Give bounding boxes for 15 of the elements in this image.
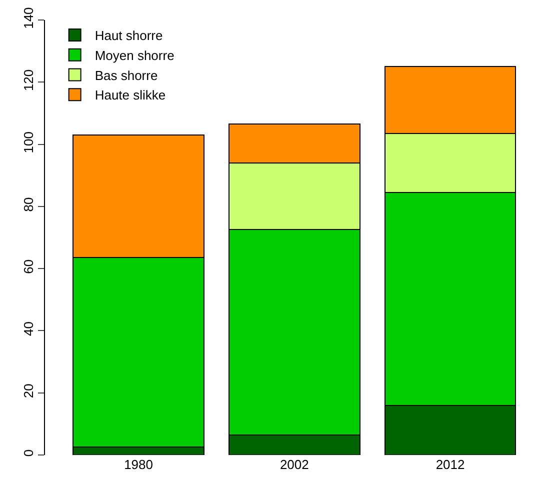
x-tick-label: 2002 (280, 457, 309, 472)
x-tick-label: 2012 (436, 457, 465, 472)
y-tick-label: 140 (20, 7, 36, 29)
y-tick-label: 80 (20, 197, 36, 212)
y-tick-label: 0 (20, 449, 36, 457)
x-tick-label: 1980 (124, 457, 153, 472)
y-tick-label: 100 (20, 131, 36, 154)
y-tick-label: 20 (20, 384, 36, 398)
legend-label: Bas shorre (94, 68, 158, 83)
legend-label: Haut shorre (94, 28, 163, 44)
y-tick-label: 60 (20, 259, 36, 274)
y-tick-label: 120 (20, 69, 36, 92)
legend-label: Haute slikke (94, 88, 166, 103)
y-tick-label: 40 (20, 322, 36, 336)
legend-label: Moyen shorre (94, 48, 174, 63)
